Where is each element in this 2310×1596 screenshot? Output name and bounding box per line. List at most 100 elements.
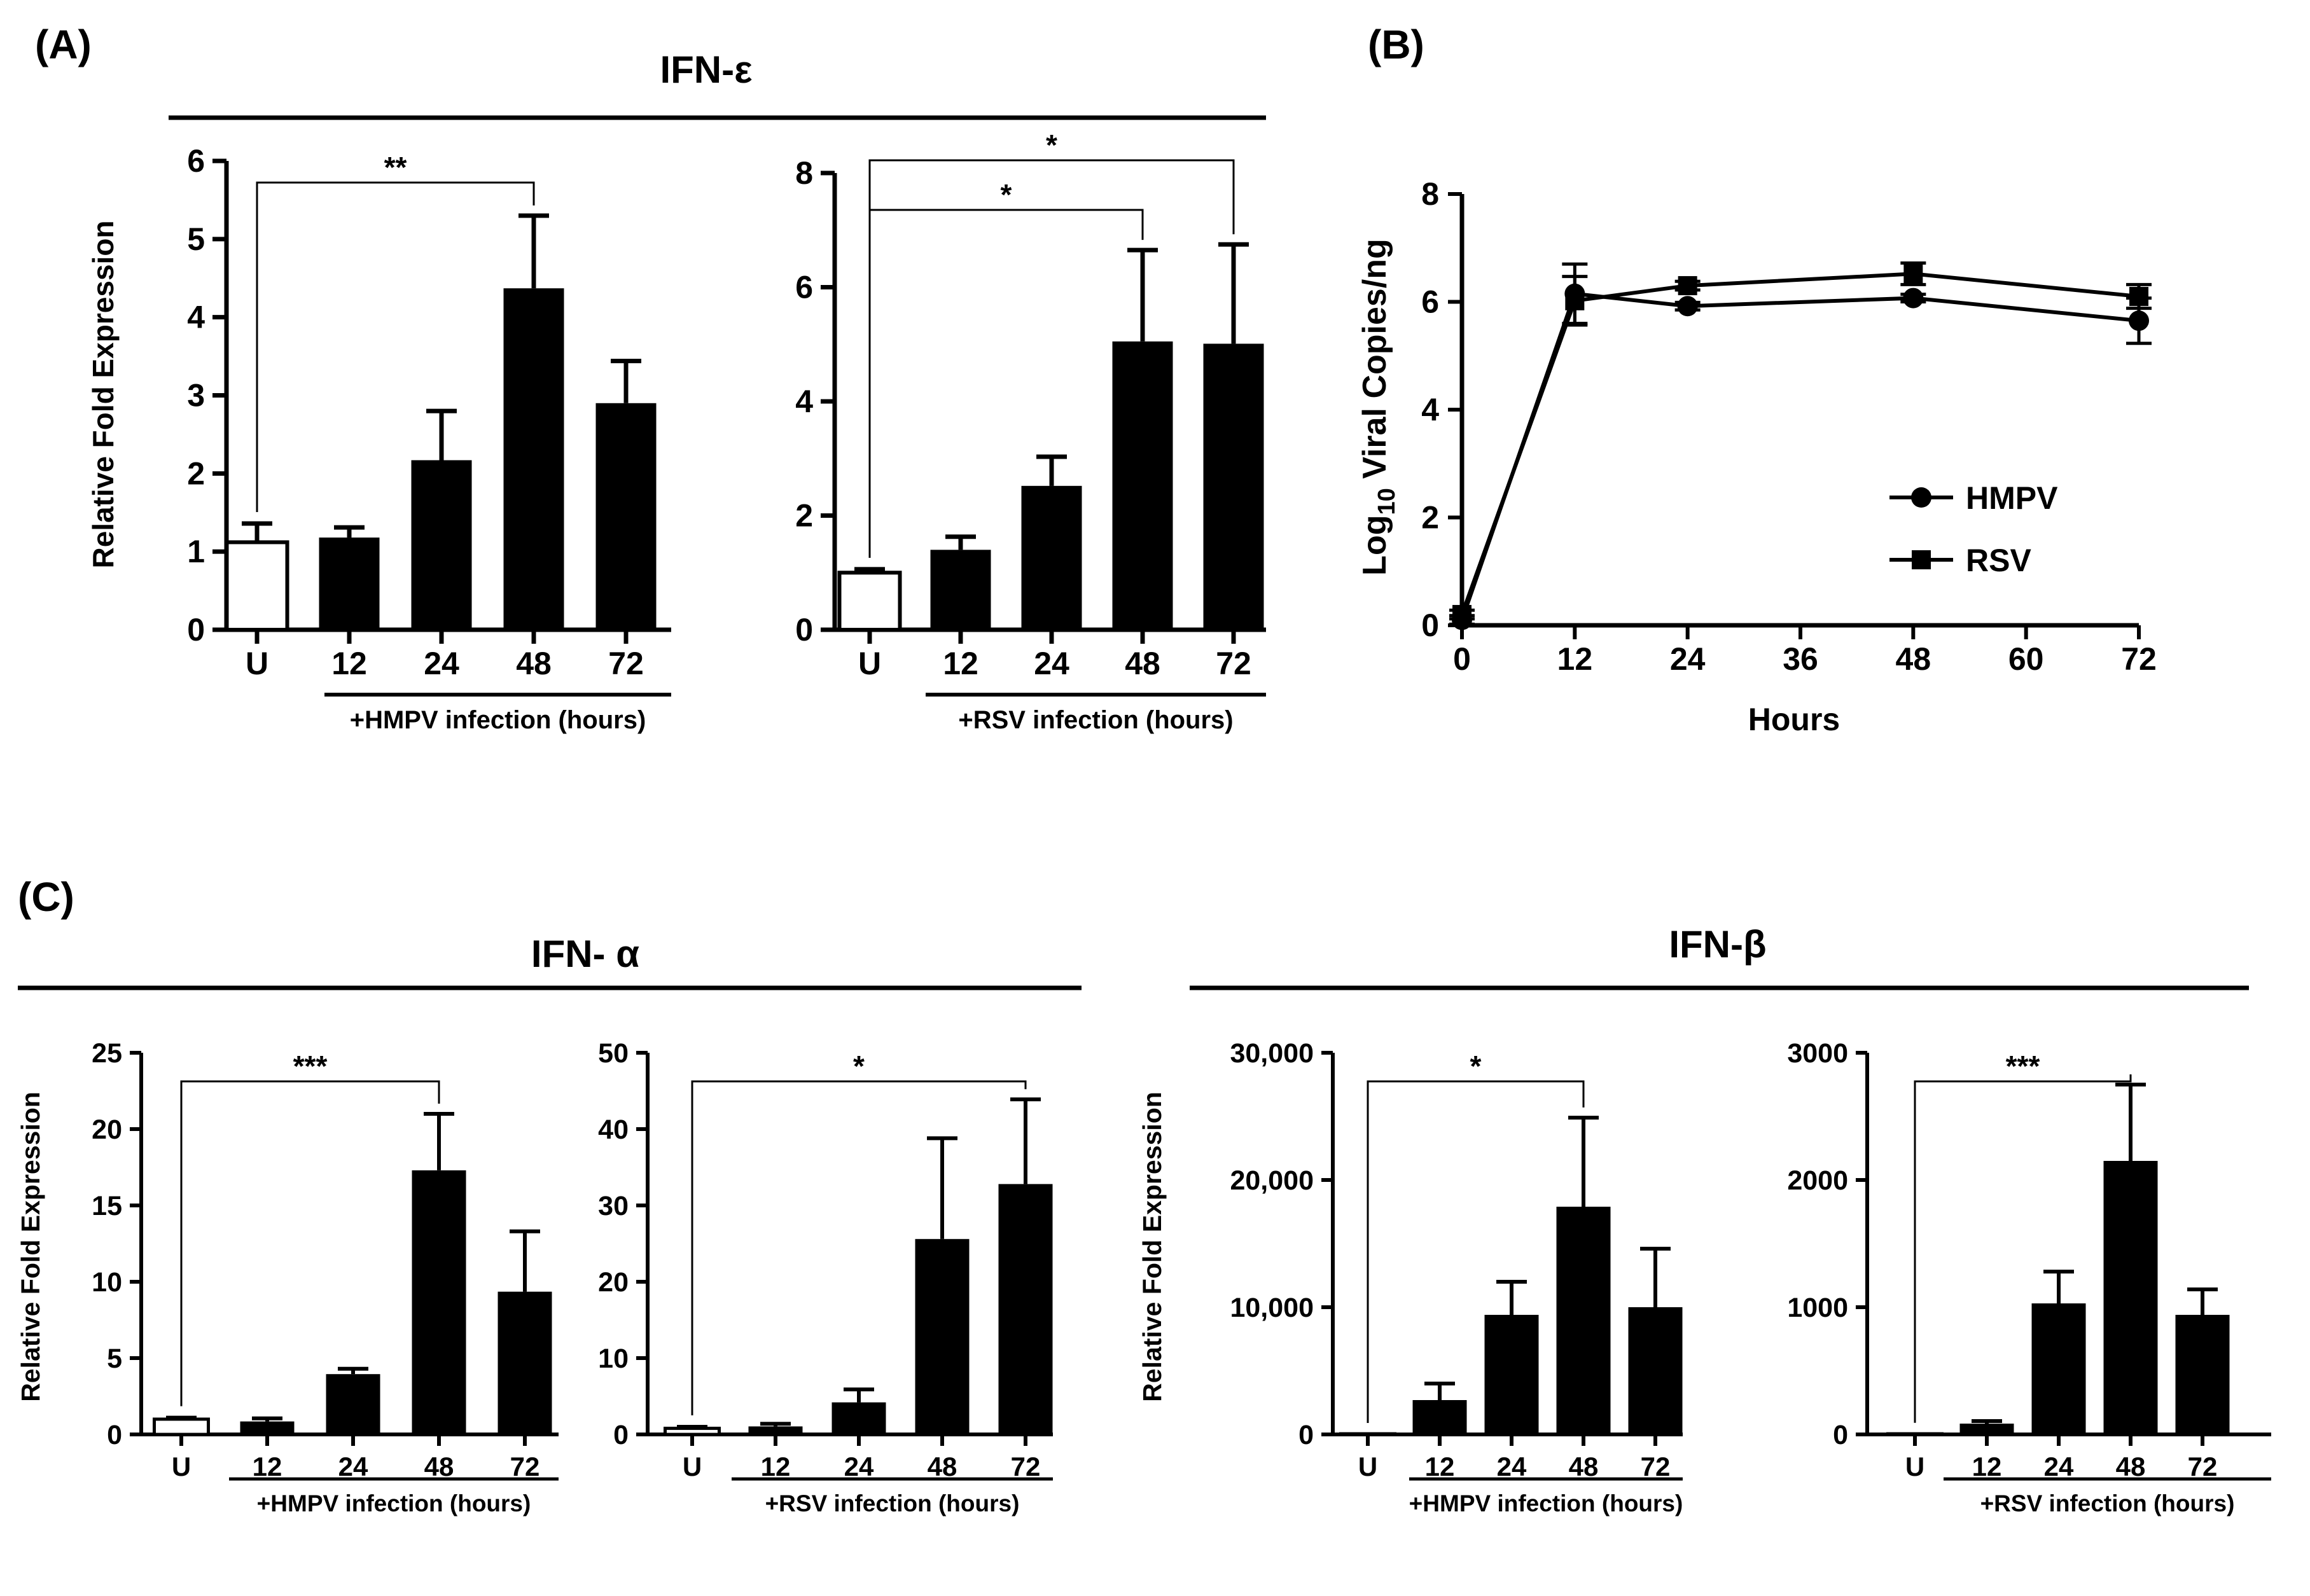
y-axis-title-subscript: 10: [1374, 488, 1400, 515]
y-tick-label: 10: [92, 1267, 122, 1298]
x-category-label: 24: [2044, 1452, 2074, 1482]
x-category-label: 12: [1425, 1452, 1455, 1482]
x-category-label: U: [683, 1452, 702, 1482]
y-tick-label: 6: [1421, 284, 1439, 320]
y-tick-label: 0: [1421, 607, 1439, 643]
y-tick-label: 15: [92, 1191, 122, 1221]
y-tick-label: 40: [598, 1114, 629, 1145]
y-tick-label: 20: [92, 1114, 122, 1145]
y-tick-label: 4: [1421, 392, 1439, 427]
significance-label: *: [853, 1050, 865, 1083]
data-point-rsv: [1565, 291, 1585, 310]
x-category-label: 12: [253, 1452, 282, 1482]
x-category-label: 12: [331, 646, 367, 681]
y-tick-label: 30,000: [1230, 1038, 1314, 1069]
y-tick-label: 0: [107, 1420, 122, 1450]
x-tick-label: 72: [2121, 641, 2157, 677]
bar-48: [503, 288, 564, 630]
data-point-rsv: [1903, 264, 1923, 284]
x-axis-title: +HMPV infection (hours): [257, 1490, 531, 1516]
x-category-label: U: [1358, 1452, 1377, 1482]
y-axis-title: Relative Fold Expression: [1138, 1092, 1167, 1402]
group-title-ifn-epsilon: IFN-ε: [660, 48, 752, 91]
x-category-label: 72: [1011, 1452, 1041, 1482]
x-category-label: U: [1905, 1452, 1924, 1482]
significance-label: *: [1046, 128, 1057, 162]
y-tick-label: 10,000: [1230, 1293, 1314, 1323]
panel-label-c: (C): [18, 874, 74, 920]
data-point-rsv: [2129, 287, 2148, 307]
bar-72: [497, 1291, 552, 1434]
x-axis-title: +RSV infection (hours): [765, 1490, 1020, 1516]
bar-12: [930, 550, 991, 630]
y-tick-label: 4: [795, 384, 813, 419]
x-axis-title: +RSV infection (hours): [958, 706, 1233, 734]
y-tick-label: 1: [187, 534, 205, 569]
x-category-label: 12: [1972, 1452, 2002, 1482]
legend-label-hmpv: HMPV: [1966, 480, 2058, 516]
y-axis-title-log: Log: [1356, 515, 1393, 576]
x-category-label: 24: [844, 1452, 874, 1482]
y-tick-label: 8: [795, 155, 813, 191]
data-point-hmpv: [1677, 296, 1698, 317]
significance-label: ***: [293, 1050, 328, 1083]
y-tick-label: 2: [1421, 500, 1439, 536]
chart-ifn-beta-hmpv: 0 10,000 20,000 30,000 U 12 24 48 72 +HMPV infect…: [1138, 1038, 1683, 1516]
y-tick-label: 20: [598, 1267, 629, 1298]
data-point-rsv: [1678, 276, 1697, 296]
x-category-label: 48: [424, 1452, 454, 1482]
x-category-label: 24: [338, 1452, 368, 1482]
x-tick-label: 0: [1453, 641, 1471, 677]
legend-label-rsv: RSV: [1966, 543, 2031, 578]
x-tick-label: 60: [2008, 641, 2044, 677]
significance-bracket: [180, 1080, 440, 1406]
bar-72: [595, 403, 657, 630]
significance-bracket: [868, 209, 1144, 558]
significance-bracket: [256, 181, 535, 512]
y-tick-label: 30: [598, 1191, 629, 1221]
x-category-label: 12: [761, 1452, 791, 1482]
y-tick-label: 5: [187, 221, 205, 257]
legend-marker-square: [1912, 550, 1931, 569]
significance-label: *: [1001, 178, 1012, 211]
y-tick-label: 2000: [1787, 1165, 1848, 1196]
x-tick-label: 24: [1670, 641, 1706, 677]
x-category-label: 72: [1641, 1452, 1671, 1482]
y-tick-label: 50: [598, 1038, 629, 1069]
chart-ifn-alpha-hmpv: 0 5 10 15 20 25 U 12 24 48 72 +HMPV infection (hour…: [16, 1038, 559, 1516]
x-category-label: 72: [2188, 1452, 2218, 1482]
bar-24: [2031, 1303, 2086, 1434]
legend-marker-circle: [1911, 487, 1931, 508]
significance-label: ***: [2006, 1050, 2040, 1083]
significance-bracket: [868, 159, 1235, 558]
x-category-label: U: [246, 646, 268, 681]
x-category-label: 48: [1569, 1452, 1599, 1482]
x-category-label: 24: [424, 646, 459, 681]
x-axis-title: +RSV infection (hours): [1980, 1490, 2235, 1516]
bar-48: [412, 1170, 466, 1434]
bar-12: [319, 538, 380, 630]
series-line-hmpv: [1460, 291, 2140, 621]
y-tick-label: 8: [1421, 176, 1439, 212]
significance-label: **: [384, 151, 407, 184]
chart-ifn-beta-rsv: 0 1000 2000 3000 U 12 24 48 72 +RSV infection (ho…: [1787, 1038, 2271, 1516]
bar-72: [1628, 1307, 1683, 1434]
data-point-hmpv: [1903, 288, 1924, 309]
x-category-label: U: [858, 646, 881, 681]
bar-72: [1203, 343, 1264, 630]
bar-12: [1412, 1400, 1467, 1434]
bar-48: [915, 1239, 970, 1434]
significance-label: *: [1470, 1050, 1482, 1083]
chart-ifn-alpha-rsv: 0 10 20 30 40 50 U 12 24 48 72 +RSV infection (hour…: [598, 1038, 1053, 1516]
x-tick-label: 48: [1896, 641, 1931, 677]
bar-24: [1021, 485, 1082, 630]
x-category-label: 48: [2116, 1452, 2146, 1482]
bar-u: [153, 1417, 210, 1436]
bar-12: [240, 1421, 295, 1434]
bar-24: [326, 1374, 380, 1434]
y-tick-label: 10: [598, 1343, 629, 1374]
x-category-label: 48: [1125, 646, 1160, 681]
